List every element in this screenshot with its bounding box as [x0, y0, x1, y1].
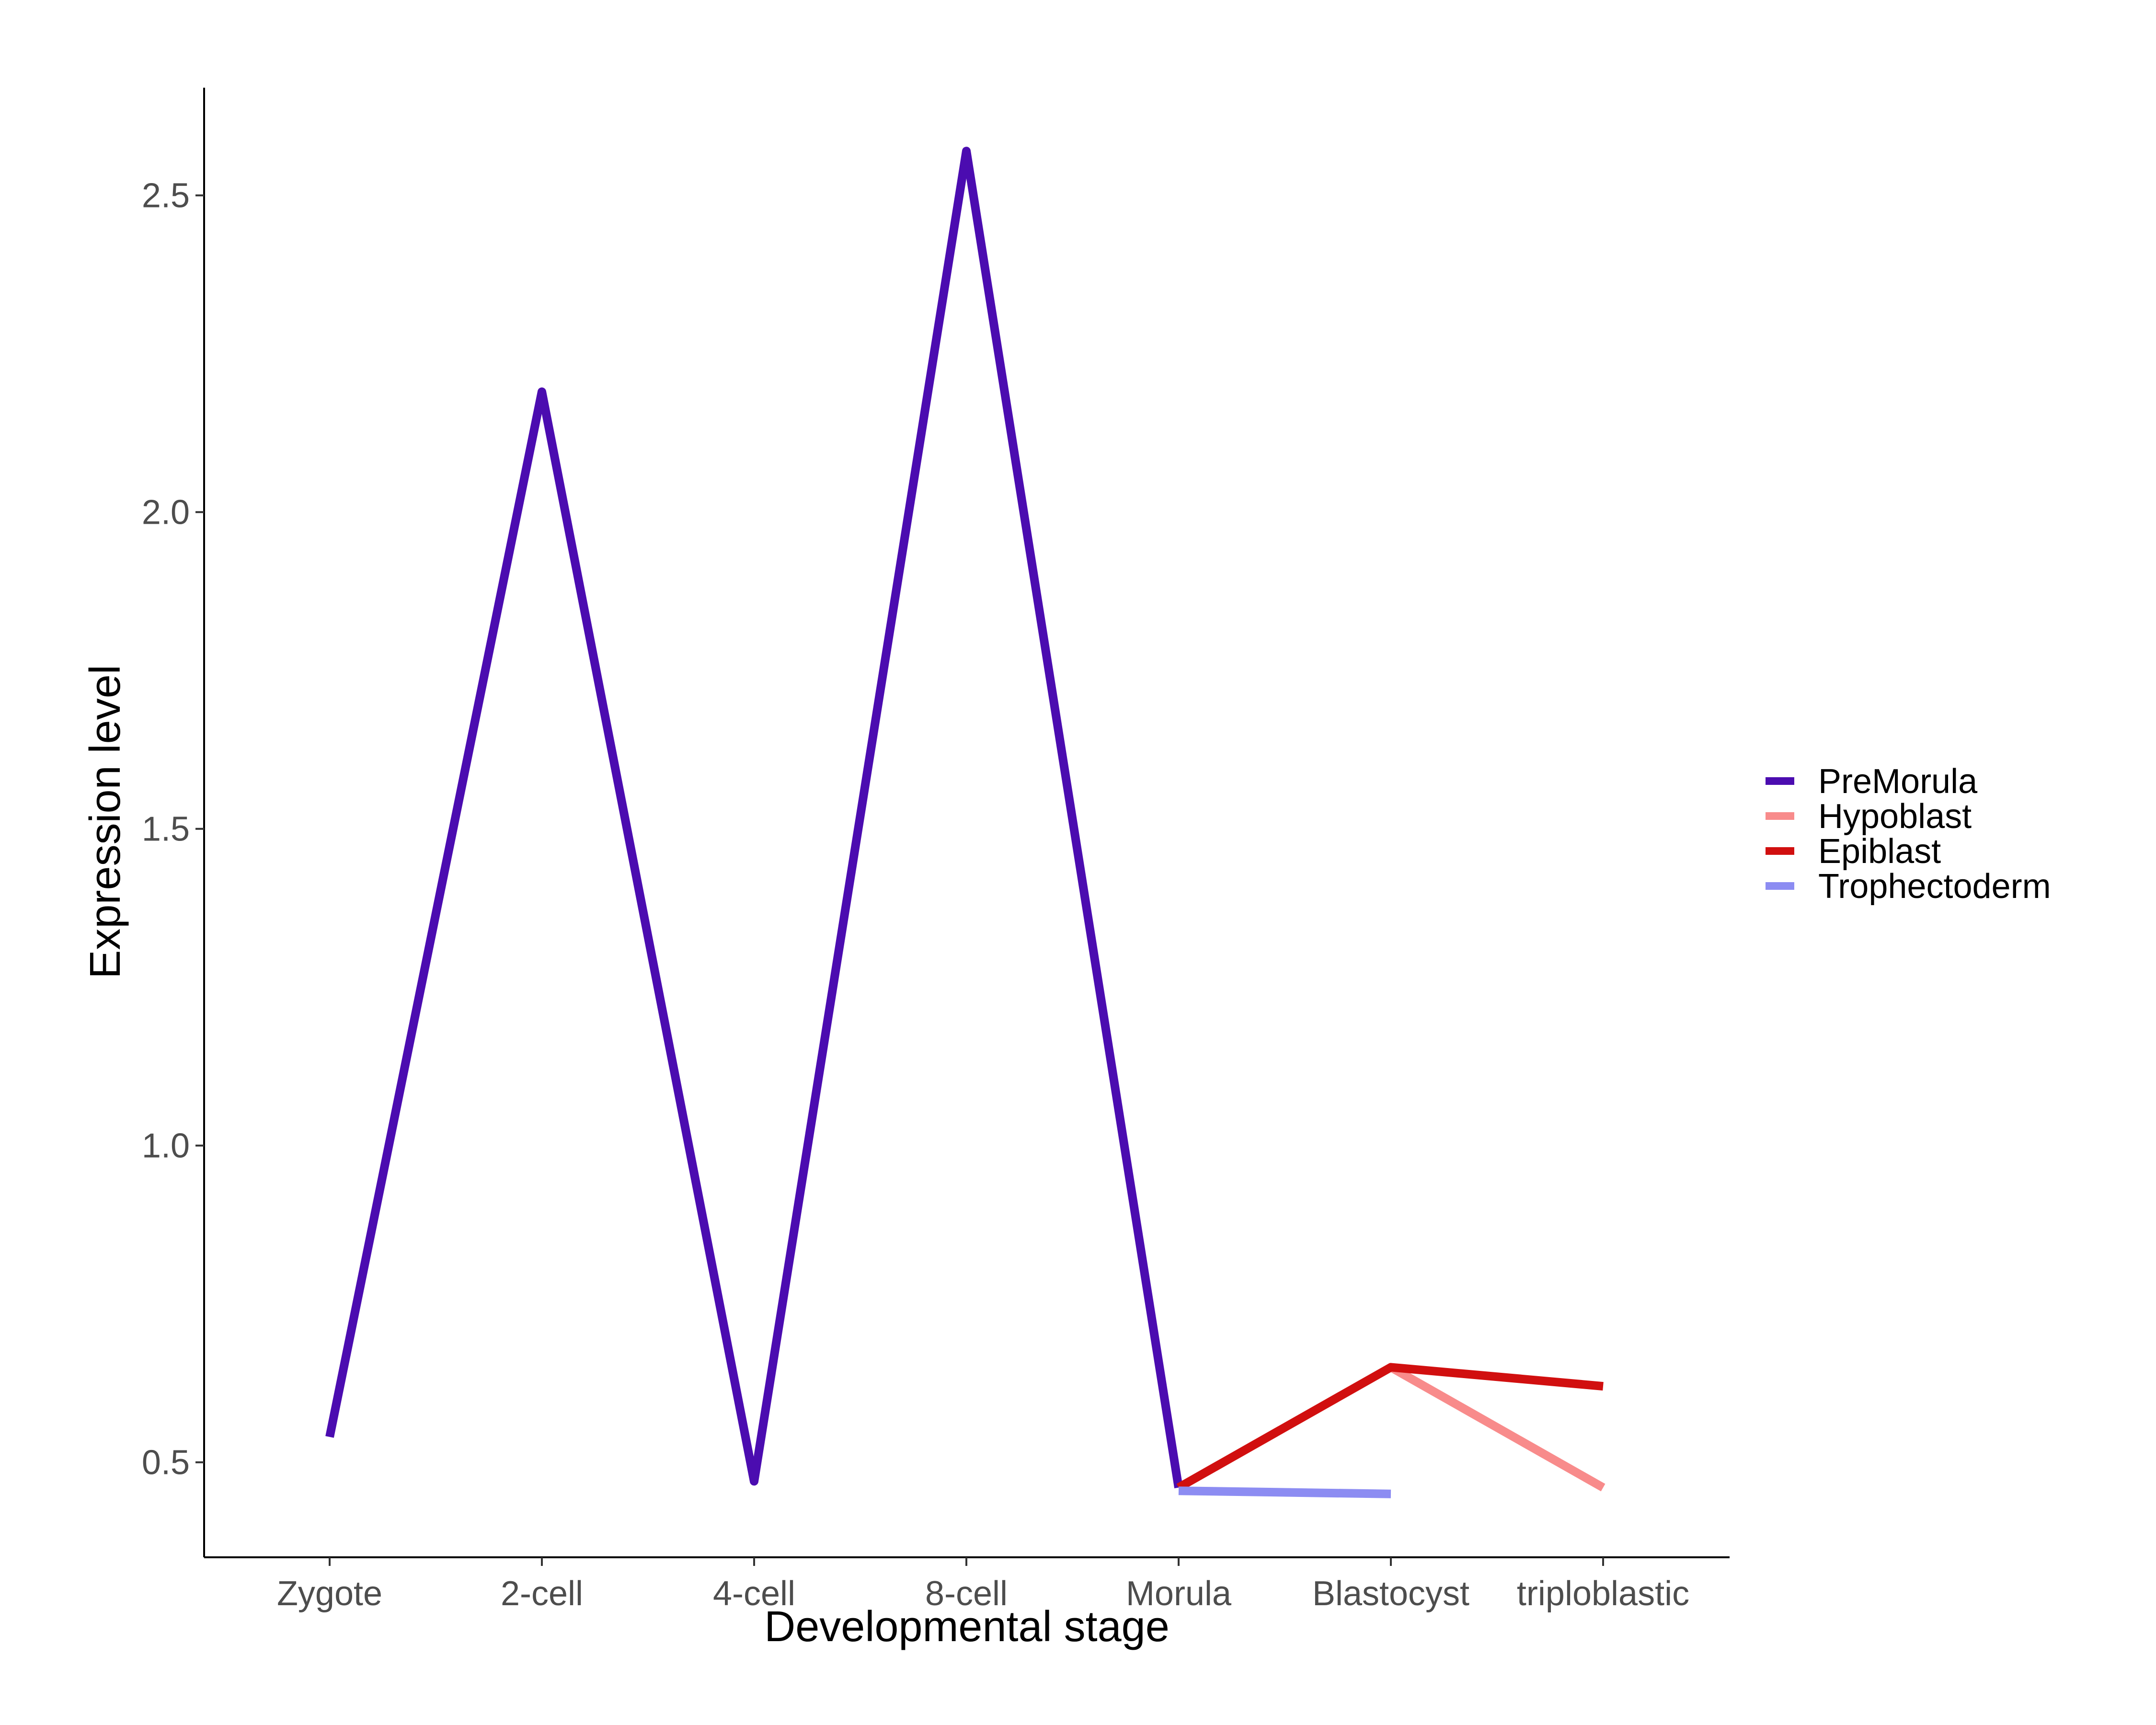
- legend-label-hypoblast: Hypoblast: [1818, 797, 1972, 836]
- y-ticks: 0.5 1.0 1.5 2.0 2.5: [142, 177, 204, 1482]
- series-layer: [325, 147, 1606, 1498]
- y-tick-label: 1.5: [142, 810, 190, 849]
- legend-label-epiblast: Epiblast: [1818, 832, 1941, 871]
- y-tick-label: 1.0: [142, 1127, 190, 1165]
- y-tick-label: 2.5: [142, 177, 190, 215]
- x-axis-title: Developmental stage: [764, 1603, 1170, 1651]
- x-ticks: Zygote 2-cell 4-cell 8-cell Morula Blastocyst…: [277, 1557, 1689, 1613]
- legend-label-trophectoderm: Trophectoderm: [1818, 867, 2051, 906]
- legend-label-premorula: PreMorula: [1818, 762, 1978, 801]
- series-line-premorula: [325, 147, 1183, 1488]
- y-tick-label: 0.5: [142, 1444, 190, 1482]
- x-tick-label: 2-cell: [501, 1575, 583, 1613]
- x-tick-label: Blastocyst: [1312, 1575, 1469, 1613]
- x-tick-label: Morula: [1126, 1575, 1232, 1613]
- x-tick-label: 4-cell: [713, 1575, 795, 1613]
- y-tick-label: 2.0: [142, 494, 190, 532]
- series-line-epiblast: [1176, 1363, 1604, 1492]
- series-line-trophectoderm: [1178, 1486, 1391, 1498]
- x-tick-label: 8-cell: [925, 1575, 1008, 1613]
- plot-area: 0.5 1.0 1.5 2.0 2.5 Zygote 2-cell 4-cell 8-cell…: [142, 88, 1730, 1613]
- y-axis-title: Expression level: [81, 665, 129, 978]
- x-tick-label: Zygote: [277, 1575, 382, 1613]
- series-line-hypoblast: [1388, 1363, 1606, 1492]
- x-tick-label: triploblastic: [1517, 1575, 1689, 1613]
